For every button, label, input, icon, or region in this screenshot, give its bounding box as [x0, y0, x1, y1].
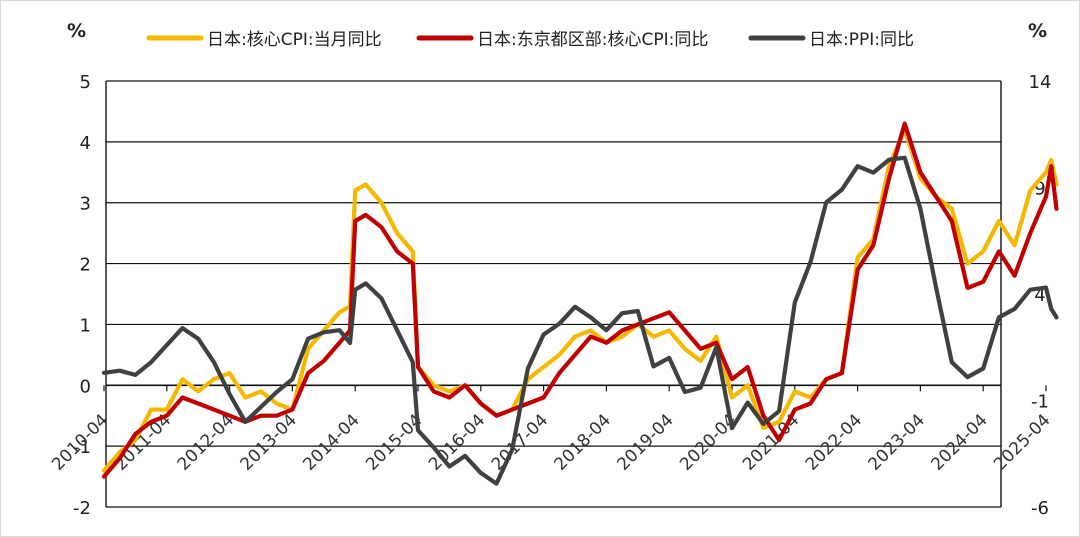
y-right-tick-label: 9	[1034, 179, 1045, 200]
legend-label-2: 日本:东京都区部:核心CPI:同比	[477, 30, 708, 50]
y-right-tick-label: 14	[1029, 72, 1052, 93]
y-right-tick-label: -6	[1031, 498, 1049, 519]
y-right-tick-label: -1	[1031, 392, 1049, 413]
legend-label-3: 日本:PPI:同比	[809, 30, 914, 50]
x-tick-label: 2023-04	[865, 410, 929, 474]
y-left-tick-label: -2	[73, 498, 91, 519]
x-tick-label: 2011-04	[111, 410, 175, 474]
left-axis-unit: %	[67, 20, 86, 42]
y-right-tick-label: 4	[1034, 285, 1045, 306]
y-left-tick-label: 2	[80, 255, 91, 276]
x-tick-label: 2024-04	[927, 410, 991, 474]
x-tick-label: 2012-04	[174, 410, 238, 474]
x-tick-label: 2022-04	[802, 410, 866, 474]
y-left-tick-label: 1	[80, 315, 91, 336]
x-tick-label: 2016-04	[425, 410, 489, 474]
grid-layer	[106, 80, 1001, 508]
y-left-tick-label: 4	[80, 133, 91, 154]
x-tick-label: 2019-04	[613, 410, 677, 474]
y-left-tick-label: 3	[80, 194, 91, 215]
legend: 日本:核心CPI:当月同比 日本:东京都区部:核心CPI:同比 日本:PPI:同比	[146, 30, 914, 50]
x-tick-label: 2018-04	[551, 410, 615, 474]
y-left-tick-label: -1	[73, 437, 91, 458]
legend-label-1: 日本:核心CPI:当月同比	[207, 30, 382, 50]
series-line-3	[101, 155, 1059, 486]
y-left-tick-label: 5	[80, 72, 91, 93]
right-axis-unit: %	[1028, 20, 1047, 42]
x-tick-label: 2025-04	[990, 410, 1054, 474]
x-tick-label: 2014-04	[299, 410, 363, 474]
series-line-2	[101, 121, 1059, 479]
x-tick-label: 2010-04	[48, 410, 112, 474]
series-layer	[101, 121, 1059, 486]
y-left-tick-label: 0	[80, 376, 91, 397]
